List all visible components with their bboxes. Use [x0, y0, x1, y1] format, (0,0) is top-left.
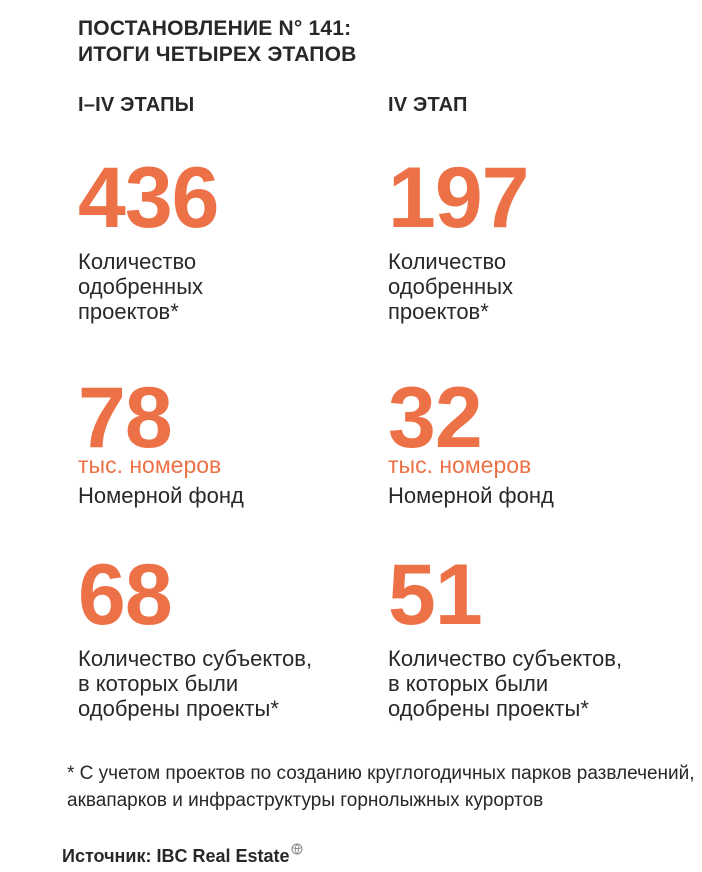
globe-mark-icon: [291, 843, 303, 855]
column-header-stage-4: IV ЭТАП: [388, 94, 468, 116]
stat-label-approved-projects-total: Количество одобренных проектов*: [78, 249, 204, 324]
stat-unit-room-stock-total: тыс. номеров: [78, 452, 222, 478]
stat-value-regions-total: 68: [78, 547, 173, 643]
stat-label-room-stock-total: Номерной фонд: [78, 483, 244, 508]
source-label: Источник:: [62, 846, 152, 866]
stat-unit-room-stock-stage4: тыс. номеров: [388, 452, 532, 478]
page-title: ПОСТАНОВЛЕНИЕ N° 141: ИТОГИ ЧЕТЫРЕХ ЭТАП…: [78, 17, 357, 66]
source-line: Источник: IBC Real Estate: [62, 843, 303, 867]
column-header-stages-1-4: I–IV ЭТАПЫ: [78, 94, 195, 116]
source-name: IBC Real Estate: [156, 846, 290, 866]
stat-value-room-stock-stage4: 32: [388, 370, 483, 466]
stat-value-regions-stage4: 51: [388, 547, 483, 643]
stat-value-approved-projects-total: 436: [78, 150, 219, 246]
stat-value-room-stock-total: 78: [78, 370, 173, 466]
stat-label-regions-total: Количество субъектов, в которых были одо…: [78, 646, 313, 721]
stat-label-regions-stage4: Количество субъектов, в которых были одо…: [388, 646, 623, 721]
stat-label-room-stock-stage4: Номерной фонд: [388, 483, 554, 508]
stat-value-approved-projects-stage4: 197: [388, 150, 529, 246]
stat-label-approved-projects-stage4: Количество одобренных проектов*: [388, 249, 514, 324]
footnote: * С учетом проектов по созданию круглого…: [67, 763, 695, 811]
